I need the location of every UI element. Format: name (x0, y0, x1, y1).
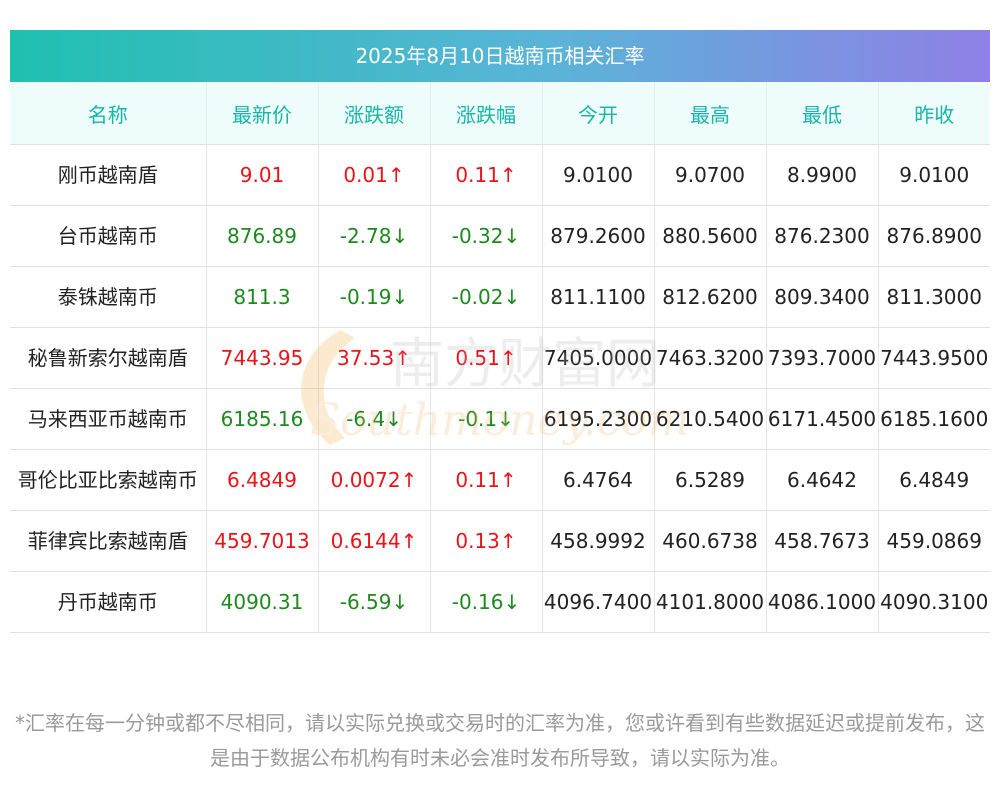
header-high: 最高 (654, 82, 767, 145)
cell-name: 刚币越南盾 (10, 144, 207, 206)
cell-latest: 6.4849 (206, 449, 319, 511)
table-title: 2025年8月10日越南币相关汇率 (10, 30, 990, 82)
cell-change: 0.6144↑ (318, 510, 431, 572)
header-open: 今开 (542, 82, 655, 145)
table-row: 菲律宾比索越南盾 459.7013 0.6144↑ 0.13↑ 458.9992 460.… (10, 510, 990, 572)
cell-open: 6195.2300 (542, 388, 655, 450)
table-row: 泰铢越南币 811.3 -0.19↓ -0.02↓ 811.1100 812.6200 80… (10, 266, 990, 328)
cell-low: 8.9900 (766, 144, 879, 206)
cell-low: 458.7673 (766, 510, 879, 572)
cell-change: 37.53↑ (318, 327, 431, 389)
cell-name: 泰铢越南币 (10, 266, 207, 328)
table-row: 刚币越南盾 9.01 0.01↑ 0.11↑ 9.0100 9.0700 8.9900 9.0… (10, 144, 990, 206)
cell-name: 马来西亚币越南币 (10, 388, 207, 450)
cell-name: 丹币越南币 (10, 571, 207, 633)
table-header-row: 名称 最新价 涨跌额 涨跌幅 今开 最高 最低 昨收 (10, 82, 990, 145)
cell-open: 9.0100 (542, 144, 655, 206)
cell-change-pct: -0.1↓ (430, 388, 543, 450)
cell-change: -2.78↓ (318, 205, 431, 267)
cell-latest: 876.89 (206, 205, 319, 267)
cell-change-pct: -0.16↓ (430, 571, 543, 633)
cell-change-pct: 0.51↑ (430, 327, 543, 389)
table-row: 台币越南币 876.89 -2.78↓ -0.32↓ 879.2600 880.5600 8… (10, 205, 990, 267)
cell-change-pct: 0.11↑ (430, 449, 543, 511)
cell-latest: 459.7013 (206, 510, 319, 572)
cell-change: -0.19↓ (318, 266, 431, 328)
cell-low: 6.4642 (766, 449, 879, 511)
cell-high: 4101.8000 (654, 571, 767, 633)
cell-change: 0.01↑ (318, 144, 431, 206)
cell-prev-close: 7443.9500 (878, 327, 990, 389)
cell-change-pct: 0.13↑ (430, 510, 543, 572)
cell-high: 6.5289 (654, 449, 767, 511)
cell-name: 台币越南币 (10, 205, 207, 267)
cell-change-pct: -0.02↓ (430, 266, 543, 328)
rate-table-container: 2025年8月10日越南币相关汇率 名称 最新价 涨跌额 涨跌幅 今开 最高 最… (10, 30, 990, 633)
cell-low: 4086.1000 (766, 571, 879, 633)
header-change: 涨跌额 (318, 82, 431, 145)
exchange-rate-table: 名称 最新价 涨跌额 涨跌幅 今开 最高 最低 昨收 刚币越南盾 9.01 0.01… (10, 82, 990, 633)
cell-change-pct: 0.11↑ (430, 144, 543, 206)
cell-prev-close: 876.8900 (878, 205, 990, 267)
cell-name: 菲律宾比索越南盾 (10, 510, 207, 572)
cell-low: 809.3400 (766, 266, 879, 328)
cell-low: 6171.4500 (766, 388, 879, 450)
cell-high: 7463.3200 (654, 327, 767, 389)
cell-latest: 4090.31 (206, 571, 319, 633)
header-name: 名称 (10, 82, 207, 145)
cell-change-pct: -0.32↓ (430, 205, 543, 267)
cell-low: 876.2300 (766, 205, 879, 267)
cell-prev-close: 9.0100 (878, 144, 990, 206)
cell-open: 7405.0000 (542, 327, 655, 389)
cell-high: 6210.5400 (654, 388, 767, 450)
cell-high: 880.5600 (654, 205, 767, 267)
cell-open: 811.1100 (542, 266, 655, 328)
cell-name: 秘鲁新索尔越南盾 (10, 327, 207, 389)
cell-latest: 7443.95 (206, 327, 319, 389)
cell-open: 458.9992 (542, 510, 655, 572)
cell-high: 9.0700 (654, 144, 767, 206)
cell-low: 7393.7000 (766, 327, 879, 389)
header-low: 最低 (766, 82, 879, 145)
cell-name: 哥伦比亚比索越南币 (10, 449, 207, 511)
cell-latest: 6185.16 (206, 388, 319, 450)
cell-prev-close: 459.0869 (878, 510, 990, 572)
cell-change: -6.4↓ (318, 388, 431, 450)
cell-prev-close: 4090.3100 (878, 571, 990, 633)
cell-open: 4096.7400 (542, 571, 655, 633)
cell-prev-close: 6.4849 (878, 449, 990, 511)
table-row: 秘鲁新索尔越南盾 7443.95 37.53↑ 0.51↑ 7405.0000 7463.… (10, 327, 990, 389)
disclaimer-note: *汇率在每一分钟或都不尽相同，请以实际兑换或交易时的汇率为准，您或许看到有些数据… (15, 711, 985, 770)
cell-change: 0.0072↑ (318, 449, 431, 511)
cell-high: 812.6200 (654, 266, 767, 328)
cell-change: -6.59↓ (318, 571, 431, 633)
header-prev-close: 昨收 (878, 82, 990, 145)
table-row: 哥伦比亚比索越南币 6.4849 0.0072↑ 0.11↑ 6.4764 6.5289 6… (10, 449, 990, 511)
header-change-pct: 涨跌幅 (430, 82, 543, 145)
cell-latest: 811.3 (206, 266, 319, 328)
table-row: 丹币越南币 4090.31 -6.59↓ -0.16↓ 4096.7400 4101.80… (10, 571, 990, 633)
cell-open: 6.4764 (542, 449, 655, 511)
header-latest: 最新价 (206, 82, 319, 145)
cell-high: 460.6738 (654, 510, 767, 572)
cell-prev-close: 6185.1600 (878, 388, 990, 450)
cell-open: 879.2600 (542, 205, 655, 267)
table-row: 马来西亚币越南币 6185.16 -6.4↓ -0.1↓ 6195.2300 6210.5… (10, 388, 990, 450)
cell-latest: 9.01 (206, 144, 319, 206)
cell-prev-close: 811.3000 (878, 266, 990, 328)
